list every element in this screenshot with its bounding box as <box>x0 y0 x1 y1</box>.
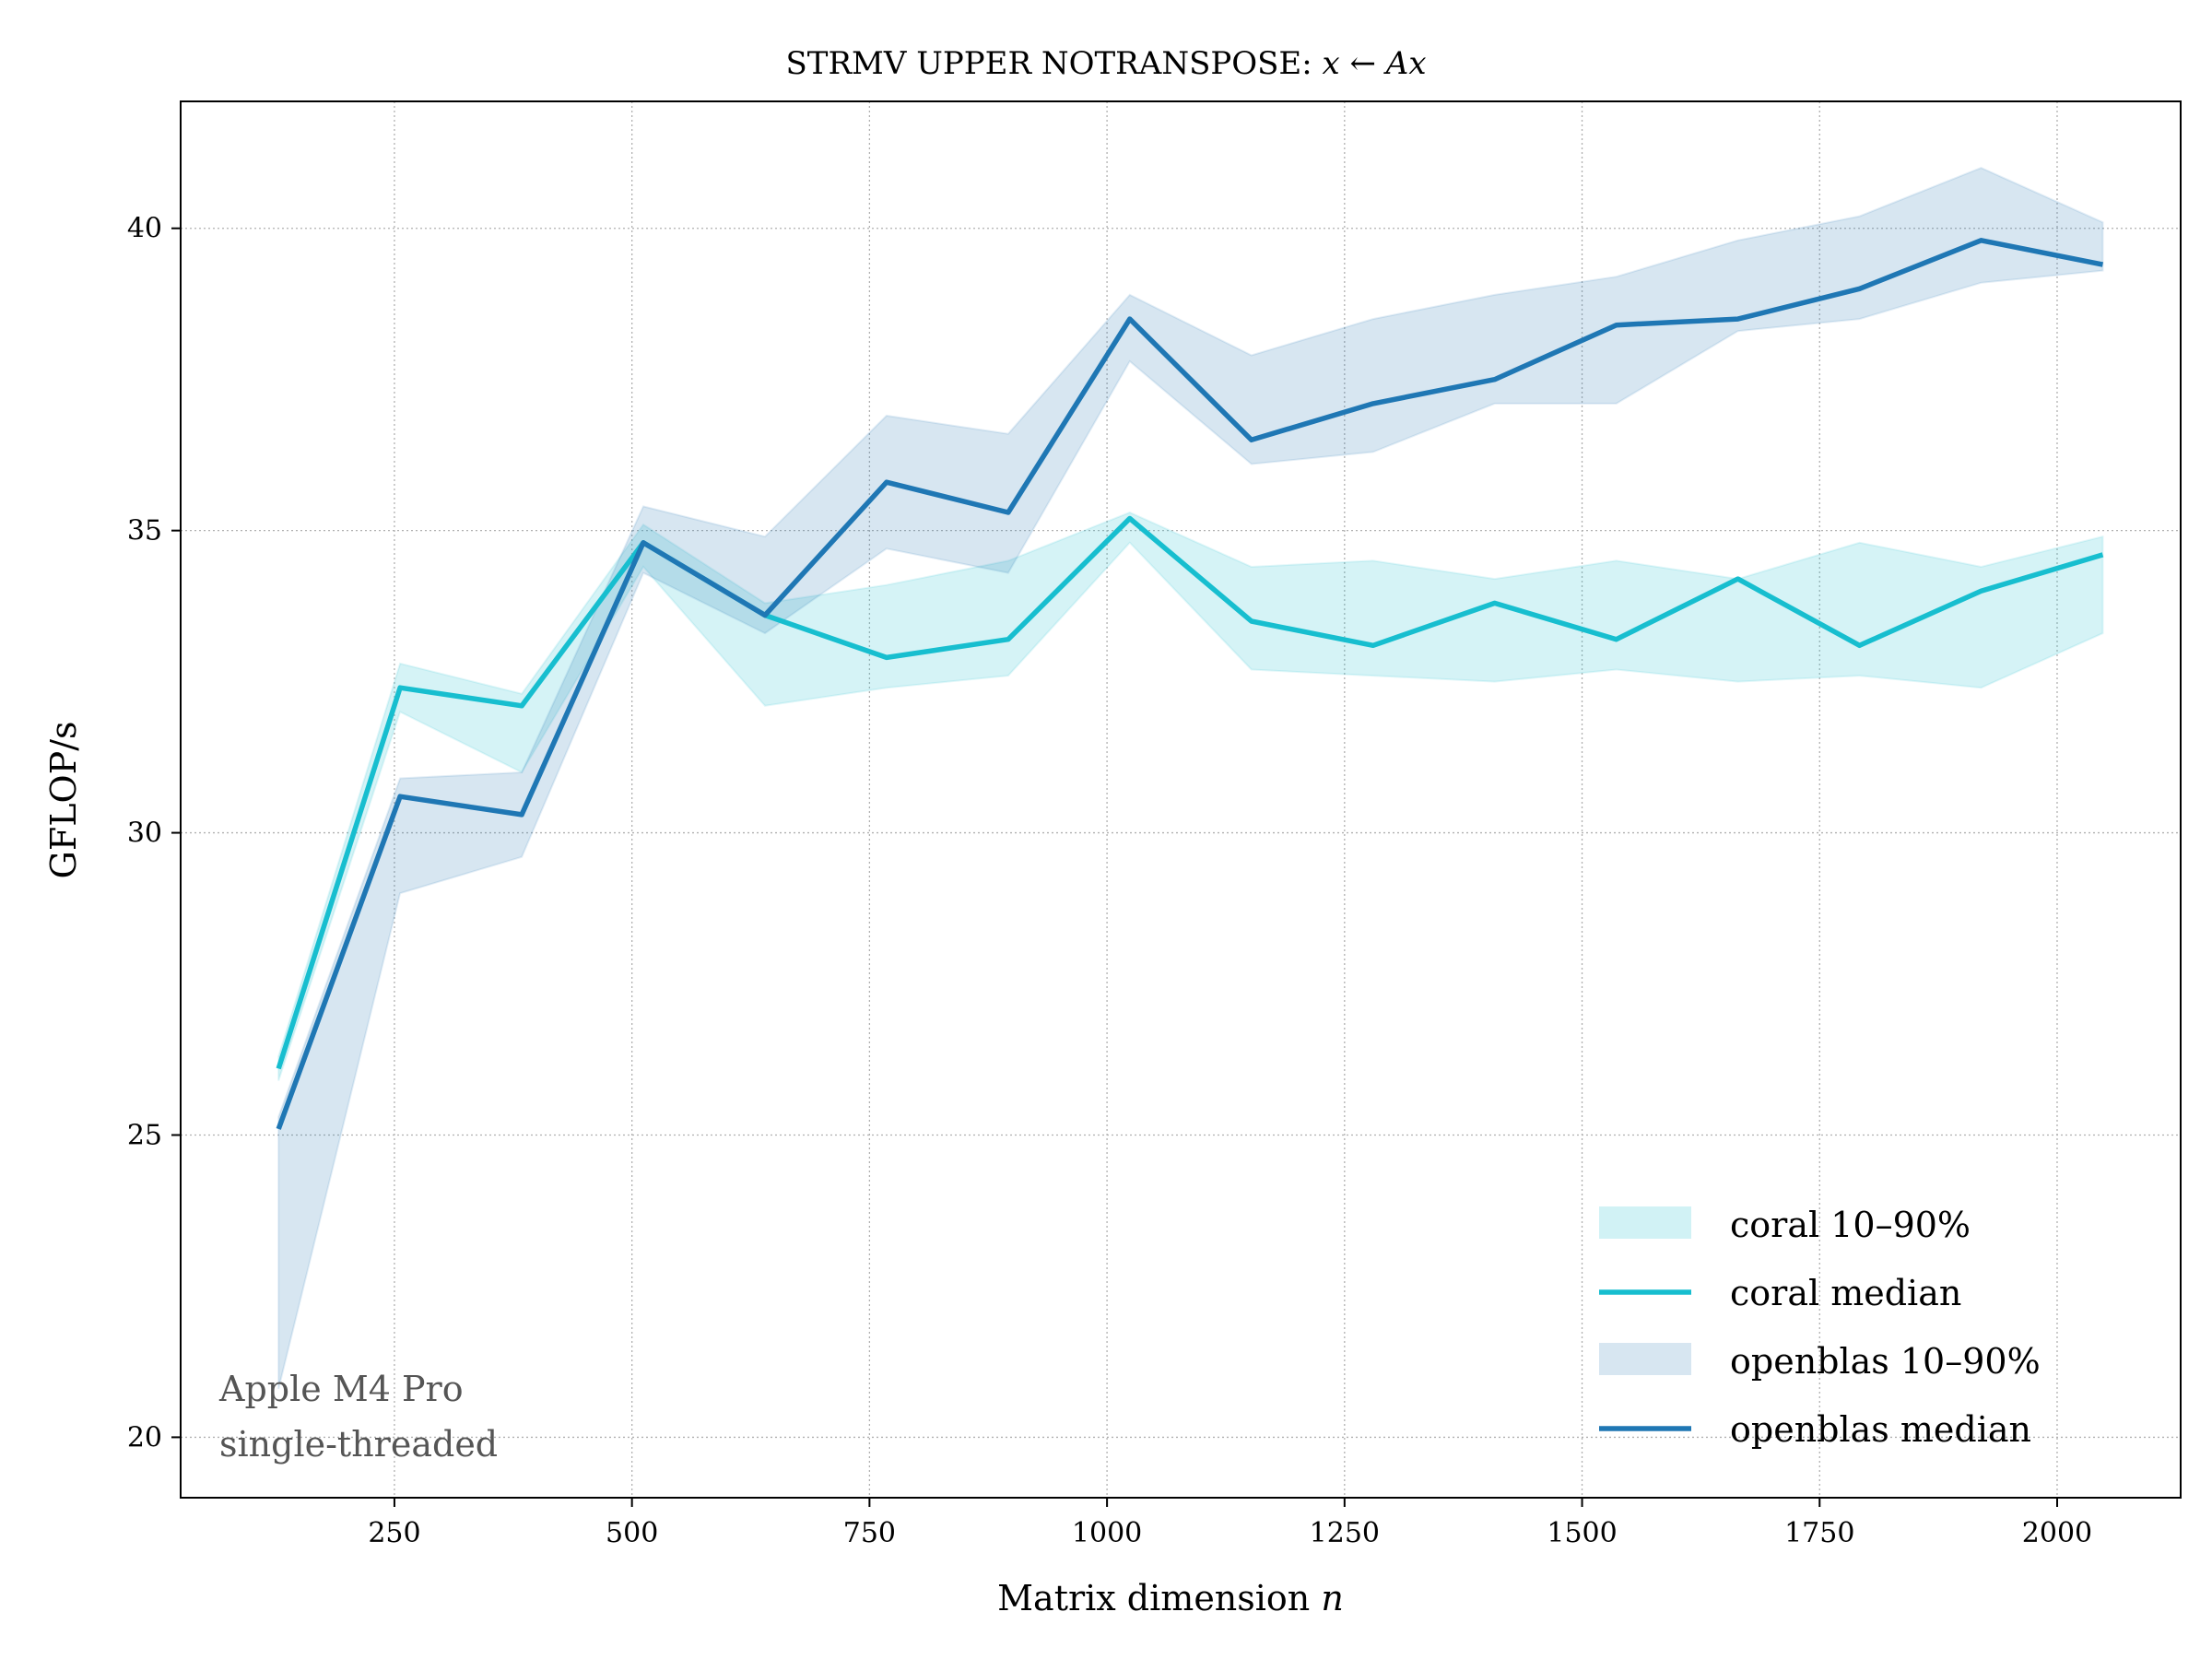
chart-title-text: STRMV UPPER NOTRANSPOSE: <box>785 45 1322 82</box>
series-line-coral <box>276 515 2104 1070</box>
x-tick-label: 1750 <box>1784 1517 1854 1549</box>
legend: coral 10–90% coral median openblas 10–90… <box>1599 1205 2041 1450</box>
hardware-annotation-line-1: Apple M4 Pro <box>218 1369 464 1409</box>
x-tick-label: 1000 <box>1072 1517 1142 1549</box>
legend-label-coral-band: coral 10–90% <box>1730 1205 1971 1245</box>
x-axis-label: Matrix dimension n <box>997 1578 1344 1618</box>
y-axis-label: GFLOP/s <box>43 722 84 879</box>
hardware-annotation-line-2: single-threaded <box>219 1424 498 1465</box>
x-tick-label: 750 <box>843 1517 896 1549</box>
y-tick-label: 25 <box>127 1119 162 1151</box>
x-tick-label: 1250 <box>1310 1517 1380 1549</box>
x-axis-label-math: n <box>1321 1578 1343 1618</box>
y-tick-label: 20 <box>127 1421 162 1453</box>
gridlines <box>181 101 2181 1498</box>
x-tick-label: 1500 <box>1547 1517 1617 1549</box>
y-axis-ticks: 20 25 30 35 40 <box>127 213 181 1453</box>
x-axis-ticks: 250 500 750 1000 1250 1500 1750 2000 <box>368 1498 2092 1549</box>
band-coral <box>277 511 2104 1081</box>
y-tick-label: 30 <box>127 818 162 850</box>
chart-title: STRMV UPPER NOTRANSPOSE: x ← Ax <box>785 45 1426 82</box>
legend-label-coral-median: coral median <box>1730 1273 1961 1313</box>
x-tick-label: 500 <box>606 1517 658 1549</box>
legend-label-openblas-median: openblas median <box>1730 1409 2031 1450</box>
quantile-bands <box>277 167 2104 1390</box>
legend-swatch-coral-band <box>1599 1206 1691 1239</box>
chart-title-math: x ← Ax <box>1323 45 1427 82</box>
series-line-openblas <box>276 238 2104 1130</box>
median-lines <box>276 238 2104 1130</box>
band-openblas <box>277 167 2104 1390</box>
legend-swatch-openblas-band <box>1599 1343 1691 1375</box>
x-tick-label: 2000 <box>2022 1517 2092 1549</box>
y-tick-label: 35 <box>127 515 162 547</box>
x-axis-label-text: Matrix dimension <box>997 1578 1321 1618</box>
plot-frame <box>180 100 2182 1499</box>
legend-label-openblas-band: openblas 10–90% <box>1730 1341 2041 1382</box>
x-tick-label: 250 <box>368 1517 420 1549</box>
y-tick-label: 40 <box>127 213 162 245</box>
